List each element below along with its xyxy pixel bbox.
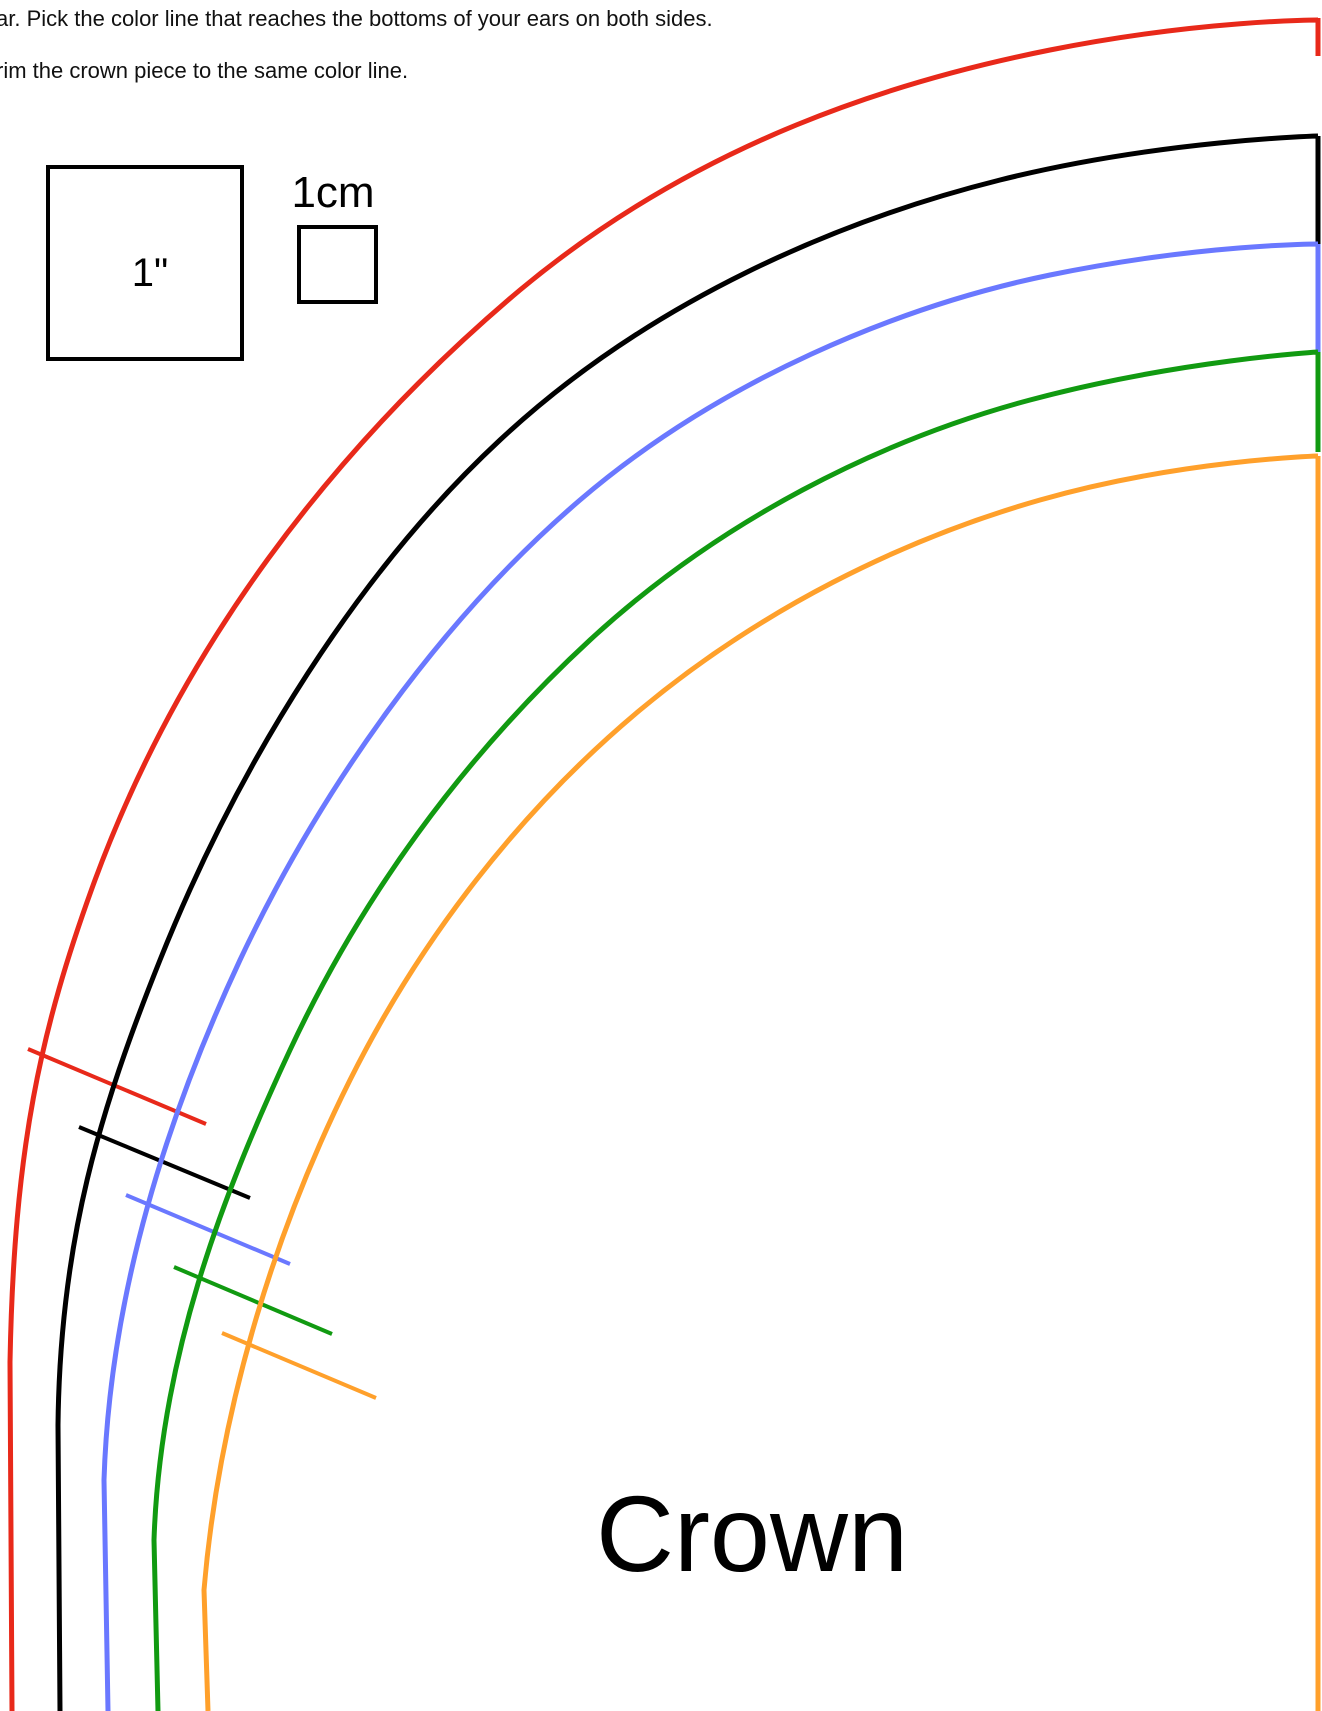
instruction-line-2: rim the crown piece to the same color li… <box>0 58 409 83</box>
inch-scale-square: 1" <box>46 165 244 361</box>
size-line-green <box>151 349 1321 1711</box>
cut-line-green <box>151 349 1321 1711</box>
cm-scale-square: 1cm <box>291 168 378 304</box>
notch-blue <box>125 1193 291 1266</box>
piece-label-crown: Crown <box>596 1473 908 1594</box>
cut-line-black <box>55 133 1321 1711</box>
size-line-blue <box>101 241 1321 1711</box>
size-line-red <box>7 17 1321 1711</box>
inch-scale-label: 1" <box>132 251 168 295</box>
notch-black <box>78 1125 251 1200</box>
cut-line-red <box>7 17 1321 1711</box>
cut-line-orange <box>201 453 1321 1711</box>
size-line-orange <box>201 453 1321 1711</box>
instruction-line-1: ar. Pick the color line that reaches the… <box>0 6 713 31</box>
notch-green <box>173 1265 333 1336</box>
notch-orange <box>221 1331 377 1400</box>
cut-line-blue <box>101 241 1321 1711</box>
cm-scale-label: 1cm <box>291 168 374 217</box>
size-line-black <box>55 133 1321 1711</box>
